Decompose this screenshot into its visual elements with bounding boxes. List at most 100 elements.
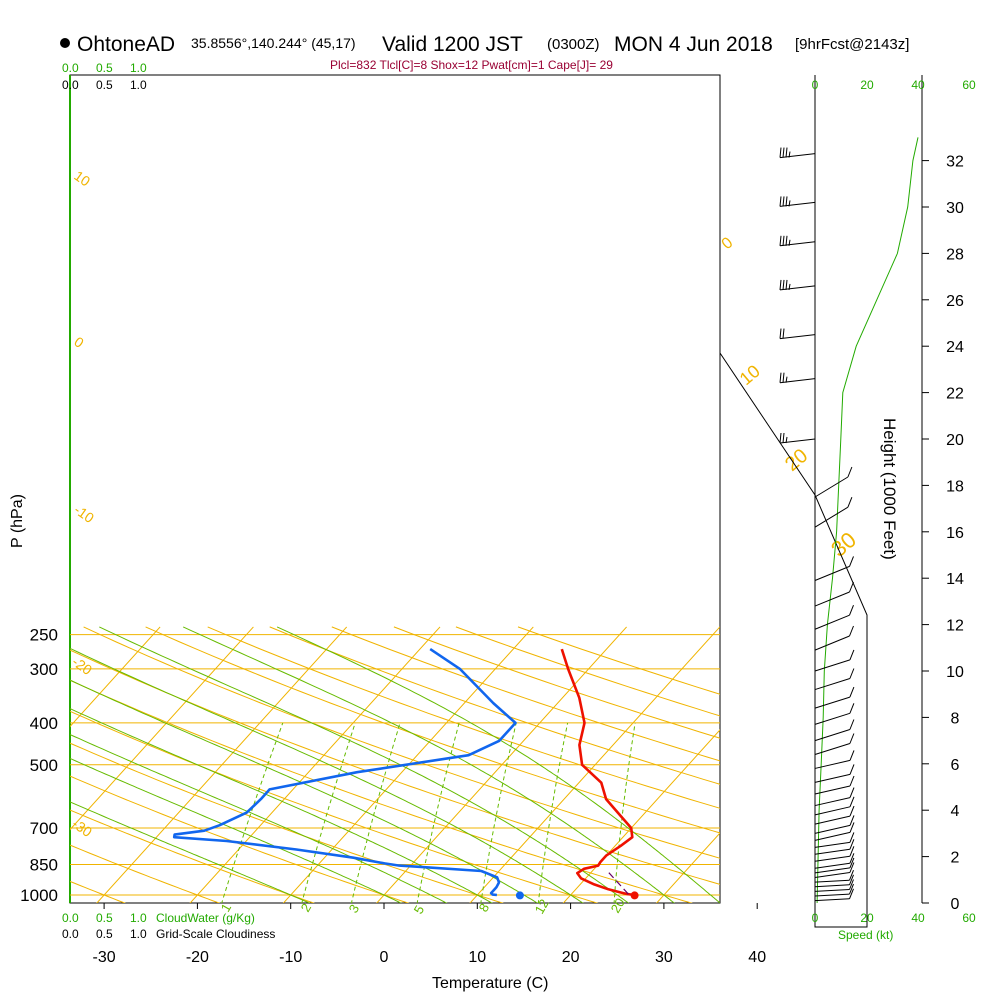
x-axis-ticks: -30 -20 -10 0 10 20 30 40: [93, 903, 766, 966]
wind-speed-tick-label: 20: [860, 911, 874, 925]
dry-adiabat-label: 10: [71, 167, 93, 189]
moist-adiabats: [70, 626, 720, 903]
cloud-scales: 0.0 0.5 1.0 0.0 0.5 1.0 0.0 0.5 1.0 0.0 0.5 1.0: [62, 61, 147, 941]
pressure-tick-label: 700: [30, 819, 58, 838]
wind-barbs: [779, 147, 855, 902]
surface-dewpoint-marker: [515, 891, 524, 900]
dry-adiabat-line: [70, 679, 693, 903]
moist-adiabat-label: 10: [736, 361, 764, 389]
moist-adiabat-line: [70, 707, 493, 903]
valid-time: Valid 1200 JST: [382, 33, 523, 56]
temperature-line: [560, 648, 636, 897]
top-cloudwater-scale-label: 1.0: [130, 61, 147, 75]
wind-barb-shaft: [814, 591, 850, 607]
wind-barb-shaft: [779, 378, 816, 384]
wind-barb-half-flag: [788, 283, 791, 290]
wind-barb-half-flag: [785, 376, 788, 383]
wind-barb-shaft: [814, 785, 851, 795]
mixing-ratio-label: 5: [411, 903, 428, 917]
height-tick-label: 24: [946, 339, 964, 356]
wind-speed-tick-label: 0: [812, 911, 819, 925]
moist-adiabat-label: 0: [719, 234, 737, 253]
wind-barb-shaft: [814, 712, 851, 725]
wind-barb-shaft: [814, 743, 851, 755]
dry-adiabat-label: -20: [69, 653, 95, 678]
wind-barb-flag: [849, 874, 854, 885]
parcel-line: [606, 870, 629, 895]
dewpoint-line: [172, 648, 517, 897]
bottom-cloudwater-scale-label: 1.0: [130, 911, 147, 925]
wind-speed-label: Speed (kt): [838, 928, 893, 942]
wind-barb-flag: [782, 432, 785, 444]
bullet-icon: [60, 38, 70, 48]
wind-barb-flag: [849, 787, 855, 798]
wind-barb-flag: [779, 196, 782, 207]
wind-speed-tick-label: 40: [911, 78, 925, 92]
wind-barb-shaft: [814, 831, 851, 841]
dry-adiabat-line: [0, 627, 33, 904]
x-tick-label: 30: [655, 949, 673, 966]
forecast-info: [9hrFcst@2143z]: [795, 36, 909, 53]
dry-adiabat-line: [145, 626, 720, 834]
wind-barb-flag: [779, 279, 782, 290]
dry-adiabat-line: [393, 626, 720, 739]
height-tick-label: 28: [946, 246, 964, 263]
wind-barb-shaft: [814, 893, 850, 897]
wind-barb-flag: [849, 805, 855, 817]
wind-barb-shaft: [779, 153, 816, 159]
wind-barb-half-flag: [788, 200, 791, 207]
wind-barb-flag: [849, 822, 855, 833]
mixing-ratio-line: [301, 722, 356, 903]
mixing-ratio-line: [221, 722, 284, 903]
wind-barb-shaft: [779, 241, 816, 247]
wind-barb-flag: [849, 870, 854, 881]
wind-barb-shaft: [814, 898, 850, 902]
surface-points: [515, 891, 639, 900]
wind-barb-flag: [849, 879, 854, 890]
pressure-tick-label: 500: [30, 756, 58, 775]
wind-barb-flag: [849, 605, 854, 616]
pressure-tick-label: 850: [30, 856, 58, 875]
wind-barb-shaft: [814, 879, 850, 883]
utc-time: (0300Z): [547, 36, 600, 53]
pressure-tick-label: 400: [30, 714, 58, 733]
wind-barb-flag: [849, 857, 855, 869]
moist-adiabat-line: [70, 679, 539, 903]
top-cloudwater-scale-label: 0.0: [62, 61, 79, 75]
station-name: OhtoneAD: [77, 33, 175, 56]
moist-adiabat-line: [70, 757, 403, 903]
wind-barb-flag: [782, 235, 785, 246]
x-tick-label: 20: [562, 949, 580, 966]
mixing-ratio-label: 3: [346, 902, 363, 916]
wind-barb-flag: [849, 862, 855, 873]
wind-barb-flag: [849, 796, 855, 807]
isotherm-line: [70, 626, 254, 831]
dry-adiabat-line: [70, 649, 720, 885]
x-tick-label: 10: [468, 949, 486, 966]
wind-speed-tick-label: 0: [812, 78, 819, 92]
dry-adiabat-line: [455, 626, 720, 717]
wind-barb-flag: [785, 235, 788, 246]
wind-speed-tick-label: 20: [860, 78, 874, 92]
data-series: [172, 648, 636, 897]
wind-barb-shaft: [814, 806, 851, 816]
pressure-axis-ticks: 250 300 400 500 700 850 1000: [20, 626, 58, 905]
height-tick-label: 32: [946, 154, 964, 171]
wind-barb-shaft: [779, 285, 816, 291]
wind-barb-shaft: [814, 824, 851, 834]
moist-adiabat-line: [70, 734, 448, 903]
pressure-tick-label: 300: [30, 660, 58, 679]
valid-date: MON 4 Jun 2018: [614, 33, 773, 56]
pressure-tick-label: 250: [30, 626, 58, 645]
wind-barb-shaft: [814, 841, 850, 848]
surface-temperature-marker: [630, 891, 639, 900]
x-tick-label: 0: [380, 949, 389, 966]
cloudwater-profile: [816, 137, 919, 904]
wind-barb-half-flag: [788, 151, 791, 158]
height-tick-label: 4: [951, 803, 960, 820]
wind-barb-shaft: [814, 729, 851, 742]
wind-barb-flag: [785, 147, 788, 158]
dry-adiabat-line: [70, 742, 504, 903]
